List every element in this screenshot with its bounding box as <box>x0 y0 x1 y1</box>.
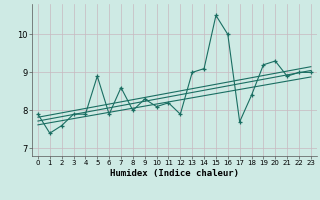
X-axis label: Humidex (Indice chaleur): Humidex (Indice chaleur) <box>110 169 239 178</box>
